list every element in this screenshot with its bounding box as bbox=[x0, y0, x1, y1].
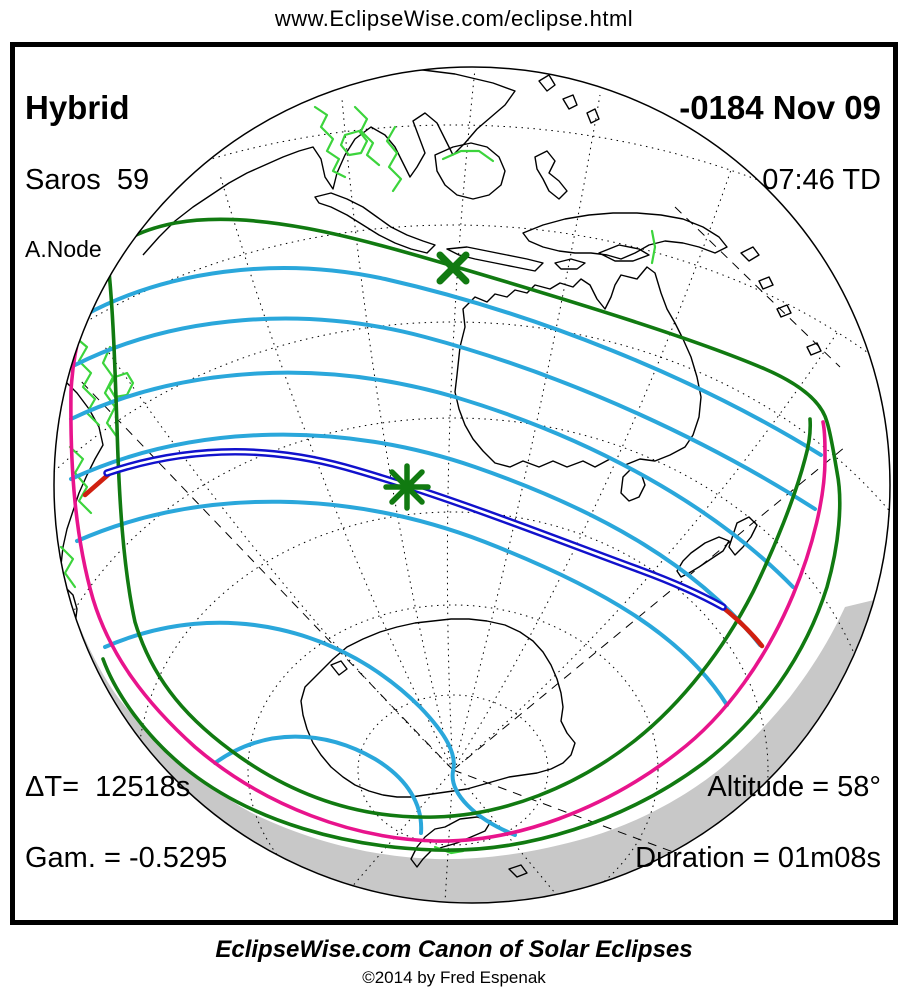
coastline-sulawesi bbox=[534, 150, 568, 200]
eclipse-date-label: -0184 Nov 09 bbox=[679, 89, 881, 126]
subsolar-point-marker bbox=[436, 251, 470, 285]
coastline-antarctica bbox=[300, 618, 576, 798]
delta-t-label: ΔT= 12518s bbox=[25, 771, 191, 803]
coastline-java bbox=[446, 246, 544, 272]
central-path-sunrise-segment bbox=[82, 471, 112, 498]
altitude-duration-block: Altitude = 58° Duration = 01m08s bbox=[635, 734, 881, 912]
delta-t-gamma-block: ΔT= 12518s Gam. = -0.5295 bbox=[25, 734, 227, 912]
eclipse-time-label: 07:46 TD bbox=[762, 164, 881, 196]
node-label: A.Node bbox=[25, 236, 102, 262]
eclipse-type-block: Hybrid Saros 59 A.Node bbox=[25, 53, 149, 300]
magnitude-isoline bbox=[69, 432, 762, 647]
river-borneo bbox=[441, 149, 495, 163]
magnitude-isoline bbox=[73, 316, 817, 511]
magnitude-isoline bbox=[75, 499, 729, 707]
coastline-new-guinea bbox=[522, 212, 728, 260]
max-at-sunrise-sunset-curve bbox=[69, 264, 827, 843]
altitude-label: Altitude = 58° bbox=[707, 771, 881, 803]
eclipse-curves bbox=[69, 217, 842, 852]
magnitude-isoline bbox=[103, 620, 517, 837]
coastline-new-zealand bbox=[728, 516, 758, 556]
eclipse-globe-map bbox=[53, 66, 891, 904]
coastline-madagascar bbox=[54, 586, 78, 656]
night-region-shading bbox=[73, 600, 874, 903]
coastline-timor bbox=[598, 244, 650, 262]
greatest-eclipse-marker bbox=[383, 463, 431, 511]
magnitude-isoline bbox=[83, 266, 823, 457]
coastline-australia bbox=[454, 266, 702, 468]
url-header: www.EclipseWise.com/eclipse.html bbox=[274, 6, 634, 31]
river-new-guinea bbox=[650, 229, 657, 265]
penumbra-limit-outer bbox=[101, 217, 842, 852]
penumbra-limit-inner bbox=[106, 260, 813, 819]
eclipse-type-label: Hybrid bbox=[25, 89, 130, 126]
eclipse-map-frame: Hybrid Saros 59 A.Node -0184 Nov 09 07:4… bbox=[10, 42, 898, 925]
duration-label: Duration = 01m08s bbox=[635, 842, 881, 874]
magnitude-isoline bbox=[213, 734, 424, 835]
eclipse-date-block: -0184 Nov 09 07:46 TD bbox=[679, 53, 881, 234]
globe-limb bbox=[53, 66, 891, 904]
coastline-sumatra bbox=[314, 192, 436, 254]
coastline-asia bbox=[134, 67, 516, 256]
footer-title: EclipseWise.com Canon of Solar Eclipses bbox=[215, 936, 693, 963]
magnitude-isoline bbox=[69, 370, 795, 589]
coastline-borneo bbox=[434, 142, 506, 200]
saros-label: Saros 59 bbox=[25, 164, 150, 196]
footer-copyright: ©2014 by Fred Espenak bbox=[362, 968, 546, 987]
gamma-label: Gam. = -0.5295 bbox=[25, 842, 228, 874]
